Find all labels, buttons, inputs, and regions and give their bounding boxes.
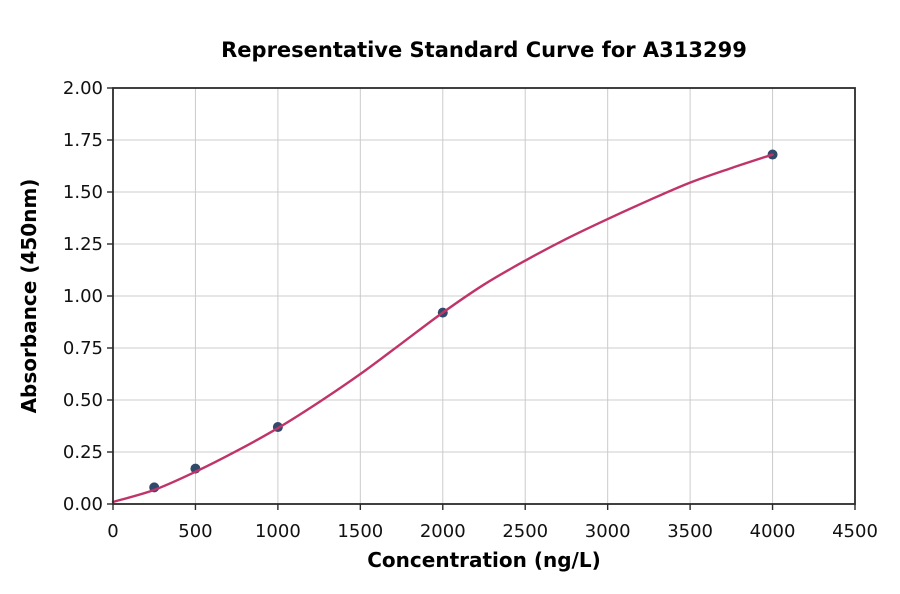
y-tick-label: 0.75: [63, 338, 103, 359]
x-tick-label: 1000: [255, 521, 301, 542]
x-tick-label: 500: [178, 521, 212, 542]
x-tick-label: 4500: [832, 521, 878, 542]
x-tick-label: 3500: [667, 521, 713, 542]
x-tick-label: 2000: [420, 521, 466, 542]
x-tick-label: 2500: [502, 521, 548, 542]
y-tick-label: 0.25: [63, 442, 103, 463]
x-tick-label: 4000: [750, 521, 796, 542]
y-tick-label: 1.00: [63, 286, 103, 307]
grid-lines: [112, 87, 856, 505]
y-tick-label: 1.75: [63, 130, 103, 151]
x-tick-label: 1500: [337, 521, 383, 542]
y-tick-label: 2.00: [63, 78, 103, 99]
y-tick-label: 1.25: [63, 234, 103, 255]
y-tick-label: 0.50: [63, 390, 103, 411]
axis-ticks: [107, 87, 856, 510]
y-tick-label: 1.50: [63, 182, 103, 203]
y-tick-label: 0.00: [63, 494, 103, 515]
x-tick-label: 0: [107, 521, 118, 542]
axis-tick-labels: 0 500 1000 1500 2000 2500 3000 3500 4000 4500 0.00…: [63, 78, 878, 542]
chart-title: Representative Standard Curve for A31329…: [221, 38, 747, 62]
x-tick-label: 3000: [585, 521, 631, 542]
x-axis-label: Concentration (ng/L): [367, 548, 600, 572]
y-axis-label: Absorbance (450nm): [17, 179, 41, 414]
fit-curve-line: [111, 153, 774, 504]
data-points: [149, 149, 778, 493]
